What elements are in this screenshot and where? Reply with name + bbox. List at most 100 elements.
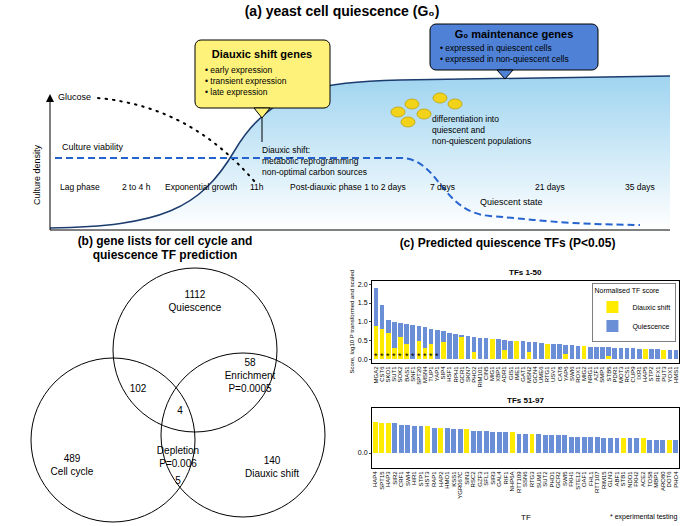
svg-text:MSN4: MSN4 [422, 366, 428, 383]
svg-text:RFX1: RFX1 [655, 366, 661, 382]
svg-text:0.5: 0.5 [358, 337, 368, 344]
svg-text:NDD1: NDD1 [627, 471, 633, 488]
svg-text:*: * [392, 351, 396, 361]
svg-text:GAL4: GAL4 [496, 471, 502, 487]
svg-text:Culture viability: Culture viability [62, 142, 124, 152]
svg-text:PHO2: PHO2 [471, 366, 477, 383]
svg-text:• expressed in non-quiescent c: • expressed in non-quiescent cells [440, 54, 569, 64]
svg-text:SOK2: SOK2 [397, 366, 403, 383]
svg-text:KSS1: KSS1 [451, 471, 457, 487]
svg-text:NHP6A: NHP6A [509, 471, 515, 491]
svg-text:489: 489 [64, 453, 81, 464]
svg-text:(b) gene lists for cell cycle: (b) gene lists for cell cycle and [78, 234, 253, 248]
svg-text:ACE2: ACE2 [640, 471, 646, 487]
svg-text:GZF3: GZF3 [477, 471, 483, 487]
svg-text:*: * [411, 351, 415, 361]
svg-text:1.5: 1.5 [358, 299, 368, 306]
svg-text:Score, log10 P transformed and: Score, log10 P transformed and scaled [349, 270, 355, 374]
svg-text:RIF1: RIF1 [503, 471, 509, 485]
svg-text:1.0: 1.0 [358, 318, 368, 325]
svg-text:Diauxic shift:: Diauxic shift: [262, 145, 310, 155]
svg-text:SWI6: SWI6 [569, 366, 575, 381]
svg-text:STP1: STP1 [418, 471, 424, 487]
svg-text:MIG1: MIG1 [489, 366, 495, 381]
svg-text:Diauxic shift: Diauxic shift [245, 468, 299, 479]
svg-text:SSN6: SSN6 [522, 471, 528, 487]
svg-text:ARO80: ARO80 [660, 471, 666, 491]
svg-text:SPT20: SPT20 [416, 366, 422, 385]
svg-text:HMO1: HMO1 [444, 471, 450, 489]
svg-text:GCR1: GCR1 [459, 366, 465, 383]
svg-text:Quiescent state: Quiescent state [480, 197, 543, 207]
svg-text:SKN7: SKN7 [465, 366, 471, 382]
svg-text:Quiescence: Quiescence [169, 302, 222, 313]
svg-text:YGR067C: YGR067C [457, 471, 463, 499]
svg-text:SIP4: SIP4 [440, 366, 446, 380]
svg-text:PHO4: PHO4 [673, 471, 679, 488]
svg-text:21 days: 21 days [535, 182, 565, 192]
svg-text:IXR1: IXR1 [636, 366, 642, 380]
svg-text:SNF1: SNF1 [410, 366, 416, 382]
svg-text:35 days: 35 days [625, 182, 655, 192]
svg-text:RTG1: RTG1 [544, 366, 550, 383]
svg-text:*: * [380, 351, 384, 361]
svg-text:TFs 51-97: TFs 51-97 [507, 396, 544, 405]
svg-text:TF: TF [521, 513, 531, 522]
svg-text:SIN3: SIN3 [464, 471, 470, 485]
svg-text:5: 5 [175, 475, 181, 486]
svg-text:HST3: HST3 [424, 471, 430, 487]
svg-text:1112: 1112 [185, 289, 206, 300]
svg-text:ADR1: ADR1 [502, 366, 508, 383]
svg-text:FHL1: FHL1 [588, 471, 594, 486]
svg-text:GLN3: GLN3 [607, 471, 613, 487]
svg-text:Depletion: Depletion [157, 445, 199, 456]
svg-text:TFs 1-50: TFs 1-50 [509, 268, 542, 277]
svg-text:4: 4 [177, 405, 183, 416]
svg-text:SKO1: SKO1 [385, 366, 391, 383]
svg-text:7 days: 7 days [430, 182, 455, 192]
svg-text:HSF1: HSF1 [446, 366, 452, 382]
svg-text:XBP1: XBP1 [495, 366, 501, 382]
svg-text:YOX1: YOX1 [667, 366, 673, 383]
svg-text:MSN2: MSN2 [526, 366, 532, 383]
svg-text:HAP3: HAP3 [385, 471, 391, 487]
svg-text:* experimental testing: * experimental testing [610, 513, 677, 521]
svg-text:GIS1: GIS1 [508, 366, 514, 380]
svg-text:• early expression: • early expression [205, 65, 273, 75]
svg-text:102: 102 [130, 383, 147, 394]
svg-text:RTT109: RTT109 [516, 471, 522, 493]
svg-text:NRG1: NRG1 [587, 366, 593, 383]
svg-text:GCR2: GCR2 [555, 471, 561, 488]
svg-text:SPT15: SPT15 [379, 471, 385, 490]
svg-text:SWI5: SWI5 [562, 471, 568, 486]
svg-text:*: * [423, 351, 427, 361]
svg-text:UME6: UME6 [538, 366, 544, 383]
svg-text:CRF1: CRF1 [398, 471, 404, 487]
svg-text:2 to 4 h: 2 to 4 h [122, 182, 151, 192]
svg-text:• expressed in quiescent cells: • expressed in quiescent cells [440, 43, 552, 53]
svg-text:Diauxic shift genes: Diauxic shift genes [212, 48, 312, 60]
svg-text:RTT107: RTT107 [594, 471, 600, 493]
svg-text:RSC2: RSC2 [470, 471, 476, 488]
svg-text:Lag phase: Lag phase [60, 182, 100, 192]
svg-text:0.0: 0.0 [358, 356, 368, 363]
svg-text:PHD1: PHD1 [549, 471, 555, 488]
svg-text:RIM101: RIM101 [477, 366, 483, 388]
svg-text:RIM15: RIM15 [601, 471, 607, 489]
svg-text:Glucose: Glucose [58, 92, 91, 102]
svg-text:RTG3: RTG3 [529, 471, 535, 488]
svg-text:BAS1: BAS1 [404, 366, 410, 382]
svg-text:HAP2: HAP2 [438, 471, 444, 487]
svg-text:58: 58 [244, 357, 256, 368]
svg-text:HAP4: HAP4 [372, 471, 378, 487]
svg-text:GAT1: GAT1 [520, 366, 526, 382]
svg-text:FKH1: FKH1 [568, 471, 574, 487]
svg-text:STB1: STB1 [620, 471, 626, 487]
svg-text:Normalised TF score: Normalised TF score [594, 287, 659, 294]
svg-text:quiescent and: quiescent and [432, 125, 485, 135]
svg-text:P=0.0005: P=0.0005 [228, 383, 272, 394]
svg-text:STE12: STE12 [575, 471, 581, 490]
svg-text:*: * [386, 351, 390, 361]
svg-text:YAP6: YAP6 [563, 366, 569, 382]
svg-text:SUT1: SUT1 [391, 366, 397, 382]
